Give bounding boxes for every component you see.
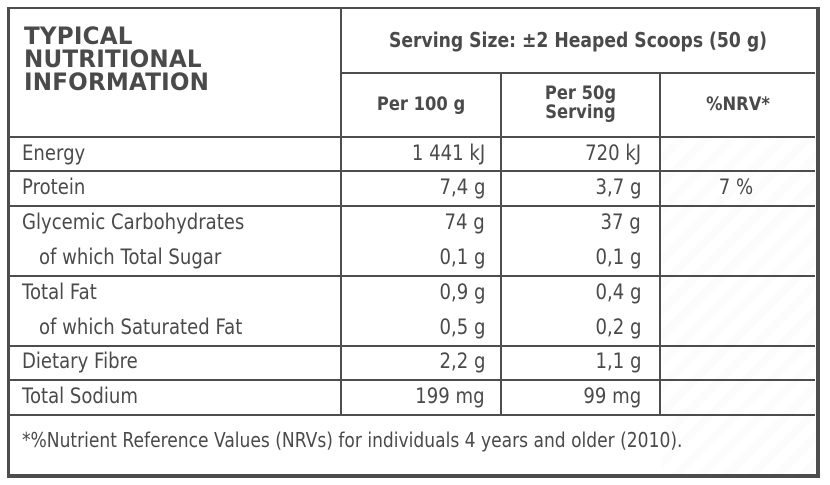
row-label-saturated-fat: of which Saturated Fat: [39, 315, 243, 339]
value-carbohydrates-per-serving: 37 g: [600, 210, 641, 234]
column-header-per-serving: Per 50g Serving: [513, 84, 648, 122]
row-label-sugar: of which Total Sugar: [39, 245, 222, 269]
divider-col-label: [340, 9, 342, 415]
divider-row-carbs: [9, 275, 815, 277]
divider-row-energy: [9, 170, 815, 172]
divider-row-fibre: [9, 379, 815, 381]
value-protein-per-serving: 3,7 g: [595, 175, 641, 199]
title-line-3: INFORMATION: [24, 68, 210, 96]
value-fibre-per-serving: 1,1 g: [595, 349, 641, 373]
column-header-nrv: %NRV*: [706, 93, 770, 115]
row-label-protein: Protein: [22, 175, 86, 199]
value-sodium-per100: 199 mg: [415, 384, 485, 408]
row-label-carbohydrates: Glycemic Carbohydrates: [22, 210, 245, 234]
value-sugar-per-serving: 0,1 g: [595, 245, 641, 269]
divider-row-protein: [9, 205, 815, 207]
value-carbohydrates-per100: 74 g: [444, 210, 485, 234]
value-sugar-per100: 0,1 g: [439, 245, 485, 269]
row-label-energy: Energy: [22, 141, 86, 165]
nrv-footnote: *%Nutrient Reference Values (NRVs) for i…: [22, 428, 683, 452]
divider-col-per100: [500, 72, 502, 415]
value-saturated-fat-per100: 0,5 g: [439, 315, 485, 339]
title-line-1: TYPICAL: [24, 22, 133, 50]
value-saturated-fat-per-serving: 0,2 g: [595, 315, 641, 339]
value-fibre-per100: 2,2 g: [439, 349, 485, 373]
value-total-fat-per-serving: 0,4 g: [595, 280, 641, 304]
nutrition-table: [7, 7, 820, 478]
title-line-2: NUTRITIONAL: [24, 45, 202, 73]
value-energy-per-serving: 720 kJ: [584, 141, 641, 165]
table-title: TYPICAL NUTRITIONAL INFORMATION: [24, 22, 210, 96]
column-header-per-serving-line2: Serving: [545, 101, 616, 123]
column-header-per100: Per 100 g: [376, 93, 466, 115]
divider-row-fat: [9, 345, 815, 347]
serving-size-header: Serving Size: ±2 Heaped Scoops (50 g): [388, 28, 768, 52]
value-protein-nrv: 7 %: [718, 175, 754, 199]
divider-row-sodium: [9, 414, 815, 416]
row-label-total-fat: Total Fat: [22, 280, 97, 304]
value-sodium-per-serving: 99 mg: [583, 384, 641, 408]
value-protein-per100: 7,4 g: [439, 175, 485, 199]
row-label-fibre: Dietary Fibre: [22, 349, 138, 373]
divider-serving-bottom: [341, 72, 815, 74]
column-header-per-serving-line1: Per 50g: [544, 82, 617, 104]
row-label-sodium: Total Sodium: [22, 384, 138, 408]
value-total-fat-per100: 0,9 g: [439, 280, 485, 304]
value-energy-per100: 1 441 kJ: [411, 141, 485, 165]
divider-col-serving: [659, 72, 661, 415]
divider-header-bottom: [9, 136, 815, 138]
